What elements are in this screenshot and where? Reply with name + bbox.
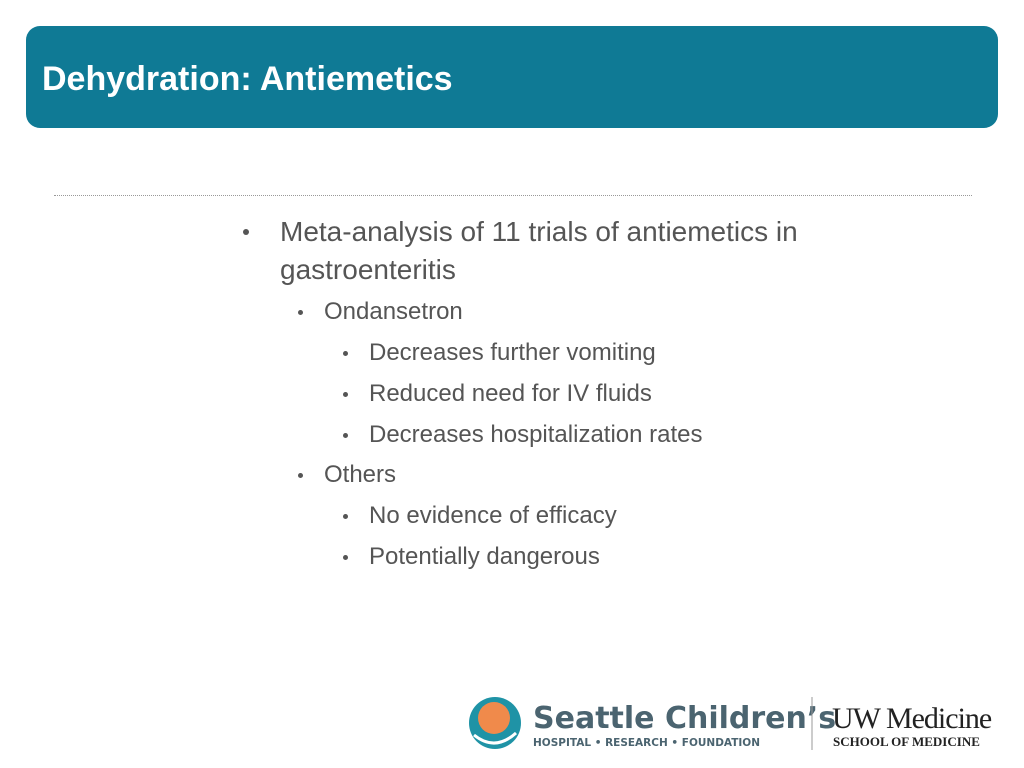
bullet-item: Potentially dangerous [324, 540, 930, 574]
bullet-item: No evidence of efficacy [324, 499, 930, 533]
slide-title: Dehydration: Antiemetics [42, 60, 453, 98]
logo-icon-hand [473, 731, 518, 745]
bullet-text: Meta-analysis of 11 trials of antiemetic… [280, 216, 798, 285]
bullet-marker [343, 433, 348, 438]
bullet-text: Ondansetron [324, 298, 463, 325]
logo-school: SCHOOL OF MEDICINE [833, 734, 980, 749]
bullet-marker [343, 392, 348, 397]
title-bar: Dehydration: Antiemetics [26, 26, 998, 128]
bullet-text: Potentially dangerous [369, 543, 600, 570]
bullet-marker [298, 310, 303, 315]
bullet-marker [343, 351, 348, 356]
bullet-marker [343, 514, 348, 519]
bullet-marker [243, 229, 249, 235]
bullet-item: Reduced need for IV fluids [324, 377, 930, 411]
logo-icon [469, 697, 521, 749]
divider [54, 195, 972, 196]
bullet-marker [298, 473, 303, 478]
bullet-list: Meta-analysis of 11 trials of antiemetic… [240, 213, 930, 574]
bullet-item: Others No evidence of efficacy Potentially… [280, 458, 930, 574]
bullet-item: Meta-analysis of 11 trials of antiemetic… [240, 213, 930, 574]
logo-uw: UW Medicine [832, 702, 992, 735]
bullet-item: Decreases hospitalization rates [324, 418, 930, 452]
bullet-text: Others [324, 461, 397, 488]
logo-tagline: HOSPITAL • RESEARCH • FOUNDATION [533, 737, 760, 749]
bullet-item: Ondansetron Decreases further vomiting Red… [280, 295, 930, 452]
logo-name: Seattle Children’s [533, 701, 836, 736]
bullet-text: Reduced need for IV fluids [369, 380, 652, 407]
bullet-marker [343, 555, 348, 560]
bullet-item: Decreases further vomiting [324, 336, 930, 370]
logo-icon-sun [478, 702, 510, 734]
bullet-text: Decreases further vomiting [369, 339, 656, 366]
bullet-text: Decreases hospitalization rates [369, 421, 703, 448]
bullet-text: No evidence of efficacy [369, 502, 617, 529]
